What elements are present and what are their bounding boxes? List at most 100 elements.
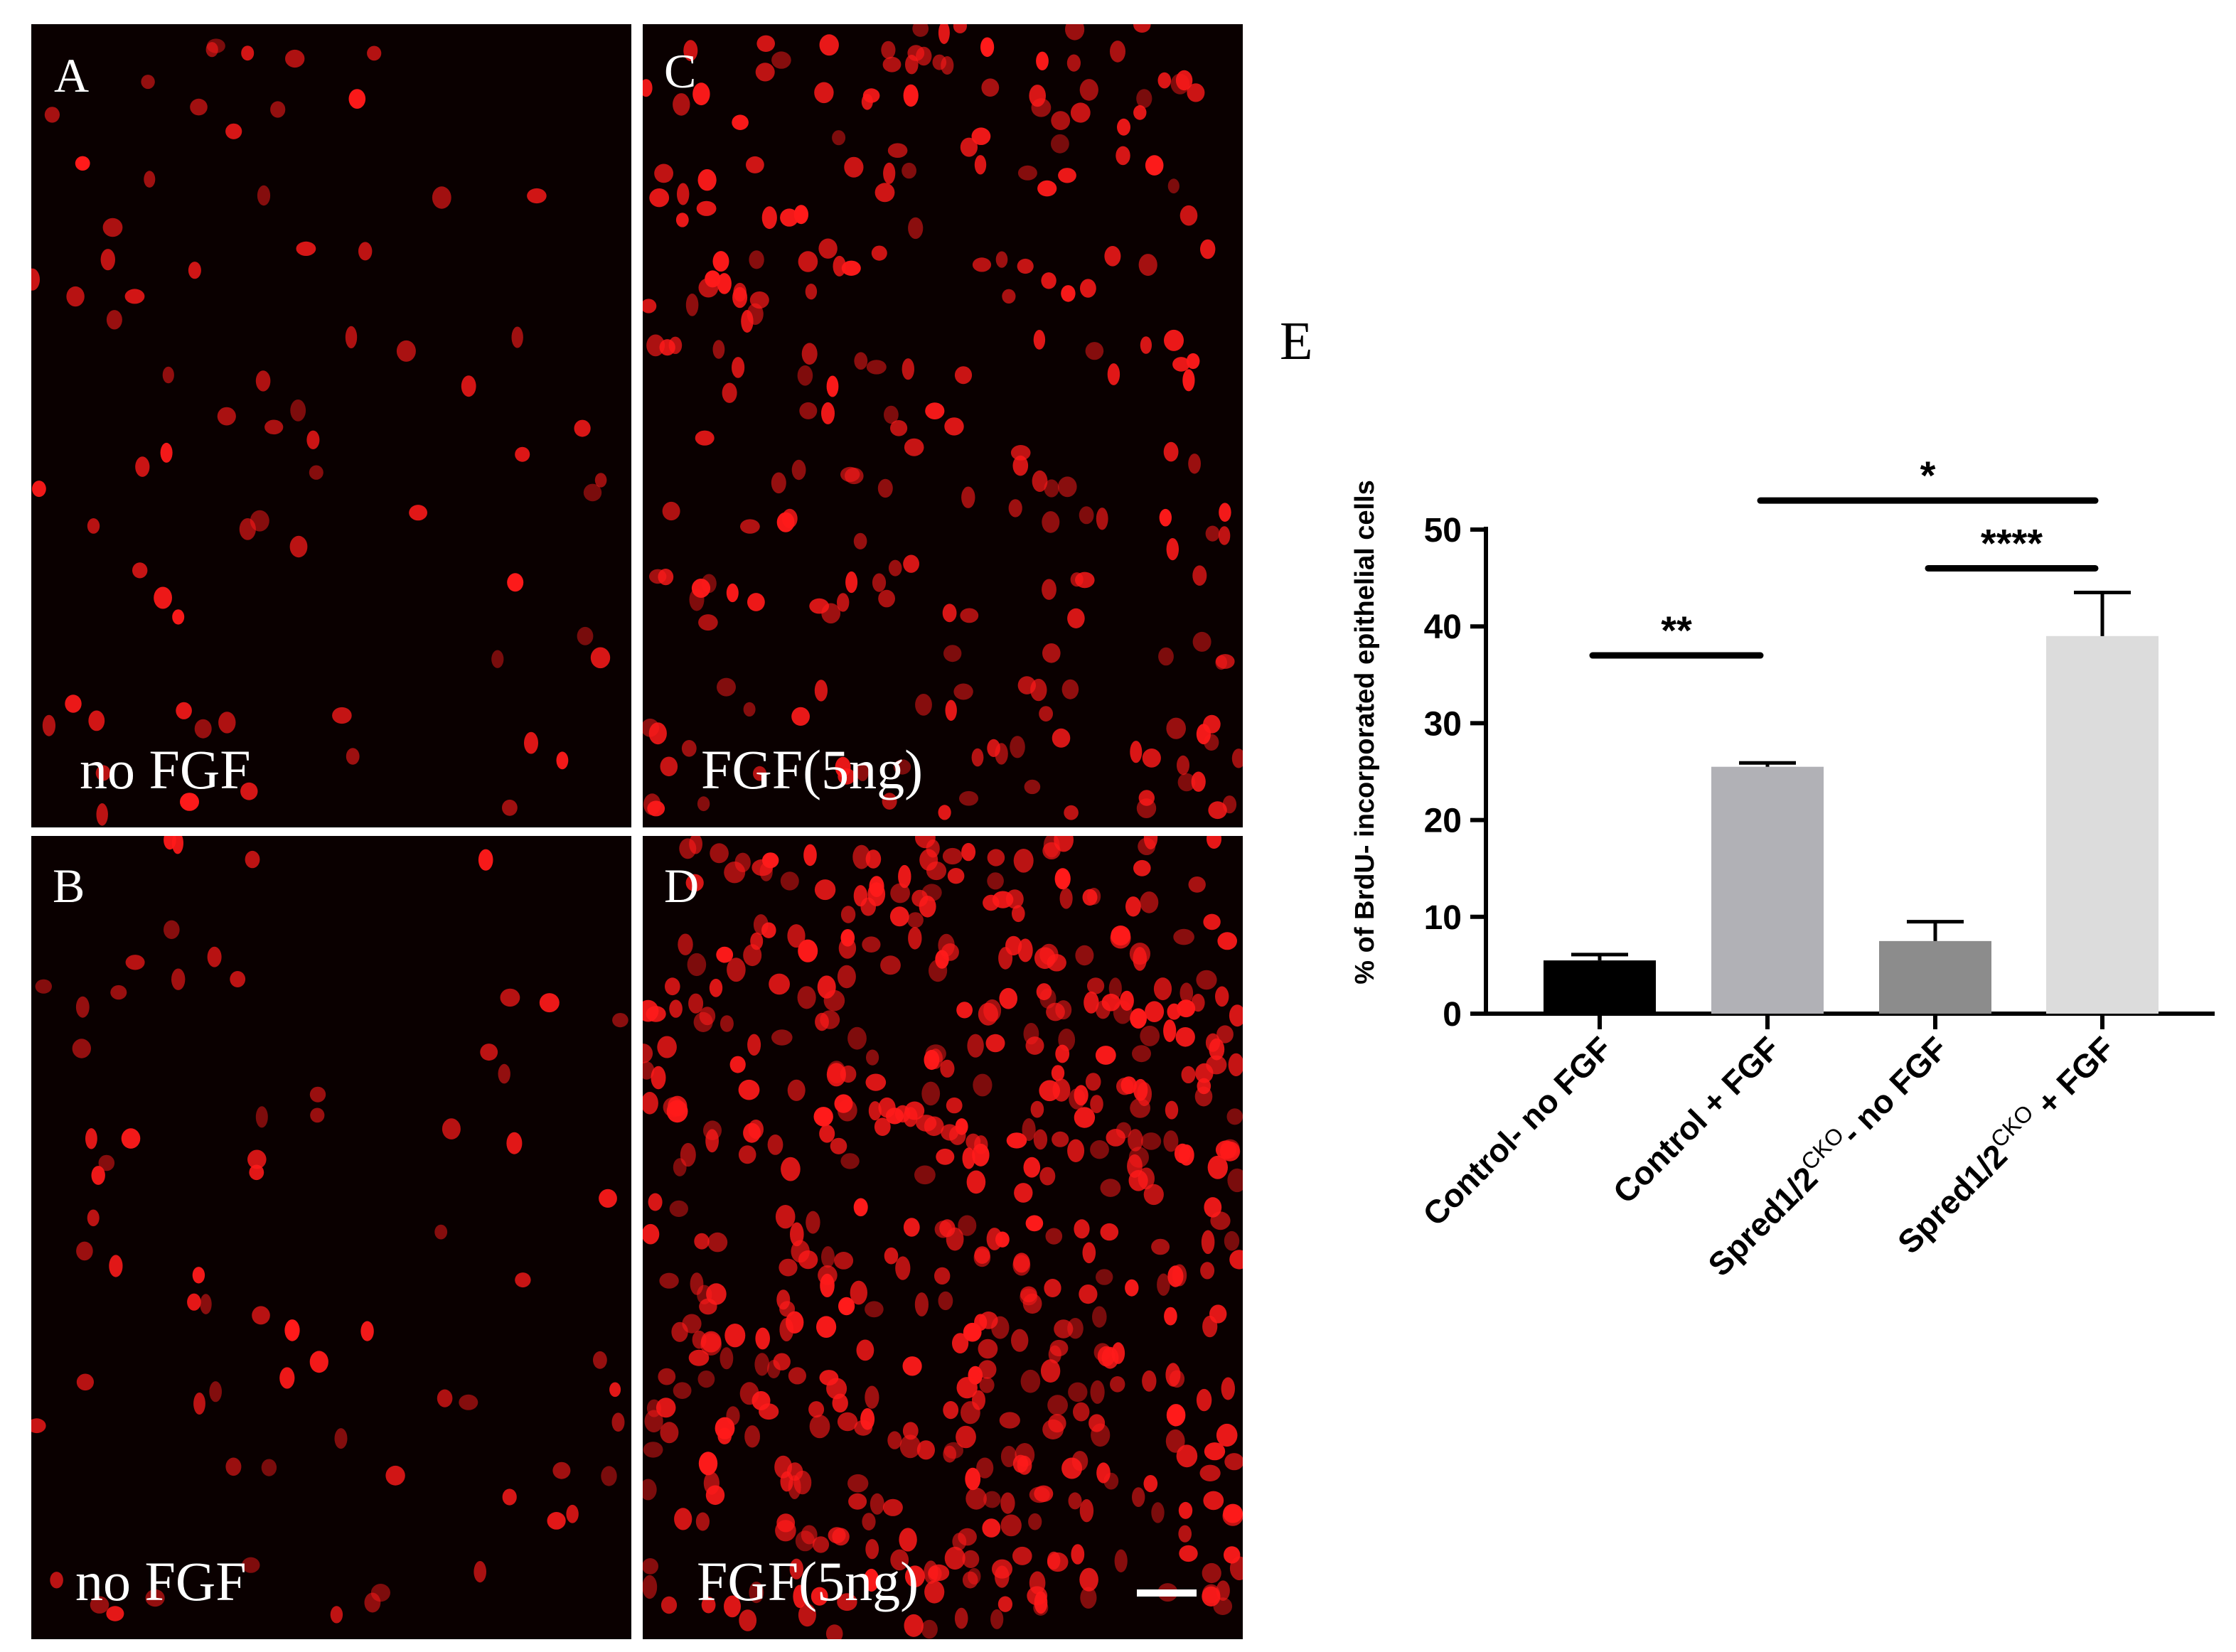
nucleus	[947, 868, 965, 884]
nucleus	[688, 993, 704, 1014]
nucleus	[1159, 508, 1172, 527]
nucleus	[715, 1417, 735, 1439]
nucleus	[1067, 1139, 1085, 1162]
nucleus	[367, 45, 382, 61]
nucleus	[1000, 1514, 1022, 1537]
nucleus	[712, 251, 729, 272]
nucleus	[673, 93, 690, 116]
nucleus	[1117, 118, 1130, 136]
nucleus	[992, 891, 1014, 908]
nucleus	[908, 927, 922, 950]
nucleus	[888, 559, 902, 576]
nucleus	[1071, 1451, 1088, 1471]
nucleus	[160, 442, 173, 463]
nucleus	[1218, 526, 1231, 545]
nucleus	[1042, 842, 1061, 859]
nucleus	[972, 1390, 985, 1410]
nucleus	[1151, 1238, 1170, 1255]
nucleus	[1120, 990, 1134, 1011]
nucleus	[1175, 1027, 1195, 1047]
nucleus	[1133, 104, 1147, 120]
nucleus	[1143, 836, 1158, 849]
nucleus	[696, 200, 717, 216]
nucleus	[811, 1587, 828, 1606]
nucleus	[1012, 1546, 1032, 1565]
nucleus	[865, 849, 882, 869]
nucleus	[1013, 849, 1034, 873]
nucleus	[938, 1291, 953, 1311]
nucleus	[1012, 905, 1025, 923]
nucleus	[1204, 1197, 1222, 1218]
nucleus	[681, 740, 697, 757]
nucleus	[1014, 1183, 1033, 1203]
nucleus	[1177, 755, 1189, 776]
nucleus	[814, 680, 828, 702]
nucleus	[908, 217, 924, 240]
nucleus	[1179, 982, 1194, 1004]
nucleus	[1140, 336, 1152, 354]
nucleus	[646, 1006, 666, 1022]
nucleus	[1231, 749, 1243, 768]
nucleus	[225, 123, 242, 139]
nucleus	[1157, 72, 1172, 89]
nucleus	[872, 573, 887, 592]
nucleus	[330, 1606, 343, 1624]
nucleus	[1100, 1179, 1121, 1197]
nucleus	[1096, 1269, 1113, 1285]
nucleus	[697, 1371, 715, 1388]
nucleus	[459, 1394, 478, 1410]
nucleus	[837, 965, 856, 989]
nucleus	[744, 1425, 760, 1448]
nucleus	[738, 1079, 760, 1100]
nucleus	[895, 1256, 911, 1280]
nucleus	[360, 1321, 374, 1341]
nucleus	[1066, 54, 1081, 72]
nucleus	[1017, 1455, 1032, 1475]
nucleus	[889, 906, 909, 927]
nucleus	[524, 731, 538, 754]
nucleus	[887, 1431, 902, 1449]
nucleus	[32, 481, 46, 498]
nucleus	[1061, 285, 1076, 302]
nucleus	[771, 472, 786, 494]
nucleus	[904, 1565, 925, 1587]
nucleus	[658, 1368, 676, 1385]
chart-plot-area: 0 10 20 30 40 50 % of BrdU- incorporated epith…	[1350, 453, 2215, 1283]
nucleus	[1017, 258, 1034, 274]
nucleus	[971, 127, 991, 145]
y-tick-label: 40	[1424, 608, 1462, 646]
nucleus	[257, 185, 271, 206]
nucleus	[1048, 1345, 1061, 1363]
nucleus	[1055, 1000, 1072, 1020]
nucleus	[695, 430, 715, 446]
nucleus	[502, 1489, 517, 1506]
nucleus	[751, 1391, 771, 1410]
nucleus	[87, 1209, 100, 1227]
nucleus	[205, 42, 218, 58]
nucleus	[1052, 1078, 1071, 1102]
nucleus	[1219, 503, 1231, 522]
nucleus	[1002, 289, 1016, 304]
nucleus	[1142, 749, 1161, 768]
nucleus	[1130, 1008, 1147, 1029]
nucleus	[801, 343, 818, 365]
nucleus	[798, 1603, 816, 1627]
nucleus	[724, 1324, 746, 1348]
nucleus	[296, 241, 316, 256]
nucleus	[1158, 647, 1174, 666]
nucleus	[830, 1137, 847, 1154]
nucleus	[594, 473, 607, 488]
nucleus	[1005, 935, 1022, 956]
panel-caption-b: no FGF	[75, 1550, 247, 1612]
nucleus	[1133, 859, 1151, 876]
nucleus	[956, 1425, 976, 1449]
nucleus	[90, 1596, 109, 1614]
nucleus	[643, 793, 661, 815]
nucleus	[692, 1330, 707, 1349]
nucleus	[924, 1580, 945, 1604]
nucleus	[797, 986, 816, 1009]
nucleus	[1074, 1107, 1096, 1128]
nucleus	[999, 1412, 1020, 1429]
nucleus	[1215, 986, 1229, 1007]
nucleus	[1157, 1273, 1170, 1296]
